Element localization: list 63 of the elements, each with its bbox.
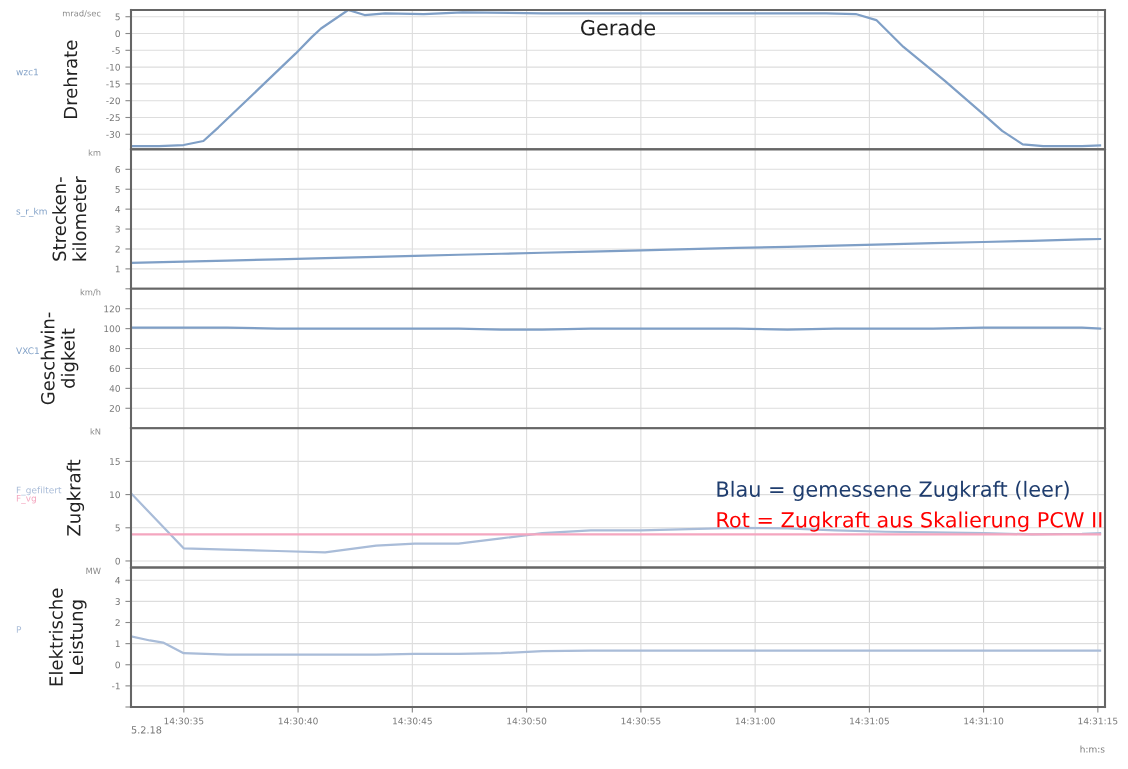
x-tick-label: 14:30:40: [278, 717, 318, 725]
y-tick-label: 5: [115, 524, 120, 532]
x-tick-label: 14:30:35: [164, 717, 204, 725]
y-axis-title: Geschwin- digkeit: [40, 312, 79, 405]
y-tick-label: -30: [106, 131, 120, 138]
x-tick-label: 14:31:10: [964, 717, 1004, 725]
y-tick-label: 0: [115, 661, 120, 669]
y-tick-label: 4: [115, 577, 121, 584]
y-tick-label: 0: [115, 30, 120, 38]
text: mrad/sec: [62, 10, 101, 18]
y-tick-label: 80: [109, 345, 120, 353]
y-tick-label: 20: [109, 405, 120, 412]
x-tick-label: 14:31:15: [1078, 717, 1118, 725]
annotation: Gerade: [581, 19, 656, 36]
text: P: [16, 626, 22, 633]
y-axis-title: Zugkraft: [66, 459, 85, 536]
line-series: [131, 10, 1102, 148]
y-tick-label: -1: [112, 682, 120, 690]
line-series: [131, 635, 1102, 656]
x-tick-label: 14:30:50: [507, 717, 547, 725]
y-tick-label: 4: [115, 205, 121, 213]
x-axis-title: h:m:s: [1080, 745, 1105, 753]
x-tick-label: 14:30:55: [621, 717, 661, 725]
y-tick-label: 5: [115, 186, 120, 193]
y-tick-label: 3: [115, 225, 120, 233]
text: s_r_km: [16, 207, 47, 217]
y-tick-label: -5: [112, 47, 120, 54]
y-tick-label: 15: [110, 458, 120, 465]
y-tick-label: -15: [106, 80, 120, 88]
y-tick-label: 10: [110, 491, 120, 499]
line-series: [131, 237, 1102, 265]
y-tick-label: 3: [115, 598, 120, 605]
text: F_gefiltert: [16, 486, 62, 496]
y-tick-label: 5: [115, 13, 120, 21]
y-tick-label: 40: [109, 385, 120, 392]
y-tick-label: 1: [115, 265, 120, 273]
x-tick-label: 14:30:45: [393, 717, 432, 725]
y-tick-label: 0: [115, 557, 120, 565]
y-axis-title: Drehrate: [63, 40, 78, 118]
text: km: [88, 149, 101, 156]
text: MW: [86, 567, 101, 574]
text: km/h: [80, 288, 101, 296]
text: kN: [90, 428, 101, 435]
y-axis-title: Strecken- kilometer: [52, 176, 87, 261]
y-axis-title: Elektrische Leistung: [48, 588, 87, 686]
y-tick-label: 1: [115, 640, 120, 648]
y-tick-label: 60: [109, 365, 120, 373]
annotation: Blau = gemessene Zugkraft (leer): [717, 480, 1069, 502]
x-tick-label: 14:31:05: [850, 717, 889, 725]
y-tick-label: -10: [106, 63, 120, 71]
y-tick-label: 120: [104, 305, 120, 313]
text: F_vg: [16, 494, 36, 504]
text: 5.2.18: [131, 726, 162, 734]
y-tick-label: -25: [106, 114, 120, 122]
y-tick-label: 6: [115, 166, 121, 173]
y-tick-label: 100: [104, 325, 120, 333]
text: VXC1: [16, 347, 39, 355]
y-tick-label: -20: [106, 97, 120, 105]
y-tick-label: 2: [115, 245, 120, 253]
y-tick-label: 2: [115, 619, 120, 626]
x-tick-label: 14:31:00: [735, 717, 775, 725]
text: wzc1: [16, 68, 38, 76]
annotation: Rot = Zugkraft aus Skalierung PCW II: [717, 511, 1102, 532]
